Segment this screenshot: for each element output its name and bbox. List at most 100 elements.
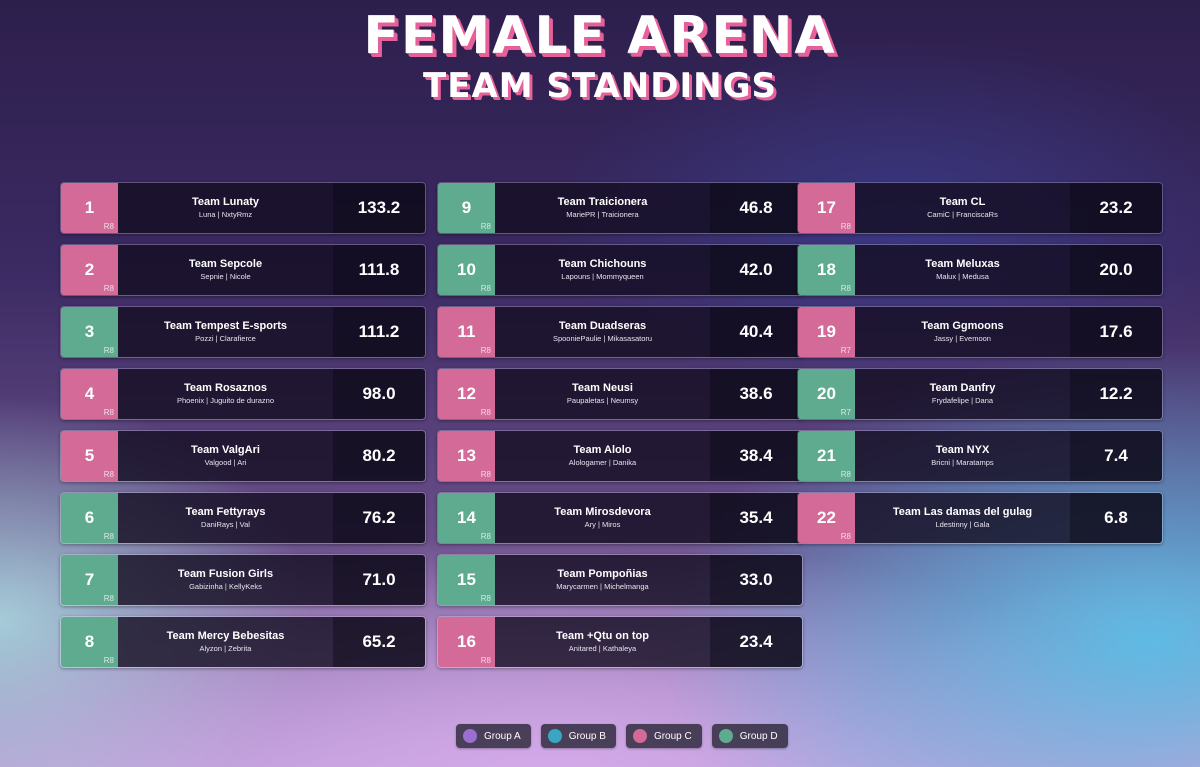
team-card: 17 R8 Team CL CamiC | FranciscaRs 23.2 bbox=[797, 182, 1163, 234]
rank-badge: 17 R8 bbox=[798, 183, 855, 233]
round-tag: R8 bbox=[840, 284, 851, 293]
team-name: Team Sepcole bbox=[188, 258, 263, 270]
team-info: Team Lunaty Luna | NxtyRmz bbox=[118, 183, 333, 233]
team-card: 22 R8 Team Las damas del gulag Ldestinny | … bbox=[797, 492, 1163, 544]
team-info: Team Mirosdevora Ary | Miros bbox=[495, 493, 710, 543]
team-card: 15 R8 Team Pompoñias Marycarmen | Michelman… bbox=[437, 554, 803, 606]
team-card: 7 R8 Team Fusion Girls Gabizinha | KellyKek… bbox=[60, 554, 426, 606]
team-info: Team Neusi Paupaletas | Neumsy bbox=[495, 369, 710, 419]
team-name: Team Mirosdevora bbox=[554, 506, 651, 518]
round-tag: R8 bbox=[103, 594, 114, 603]
group-color-dot-icon bbox=[632, 729, 647, 743]
rank-number: 15 bbox=[457, 570, 476, 589]
header: FEMALE ARENA TEAM STANDINGS bbox=[0, 6, 1200, 106]
round-tag: R8 bbox=[103, 470, 114, 479]
team-info: Team Meluxas Malux | Medusa bbox=[855, 245, 1070, 295]
team-name: Team Fettyrays bbox=[185, 506, 266, 518]
team-points: 20.0 bbox=[1070, 245, 1162, 295]
team-name: Team Fusion Girls bbox=[177, 568, 274, 580]
team-members: Luna | NxtyRmz bbox=[198, 210, 253, 219]
team-members: Gabizinha | KellyKeks bbox=[189, 582, 262, 591]
team-name: Team CL bbox=[939, 196, 986, 208]
team-points: 98.0 bbox=[333, 369, 425, 419]
rank-badge: 12 R8 bbox=[438, 369, 495, 419]
team-info: Team Tempest E-sports Pozzi | Clarafierce bbox=[118, 307, 333, 357]
team-members: Malux | Medusa bbox=[936, 272, 989, 281]
standings-column-3: 17 R8 Team CL CamiC | FranciscaRs 23.2 18 R8 Te… bbox=[797, 182, 1163, 554]
team-points: 6.8 bbox=[1070, 493, 1162, 543]
team-points: 33.0 bbox=[710, 555, 802, 605]
team-card: 6 R8 Team Fettyrays DaniRays | Val 76.2 bbox=[60, 492, 426, 544]
rank-number: 7 bbox=[84, 570, 95, 589]
team-card: 9 R8 Team Traicionera MariePR | Traicionera… bbox=[437, 182, 803, 234]
team-members: Anitared | Kathaleya bbox=[568, 644, 637, 653]
team-name: Team +Qtu on top bbox=[556, 630, 649, 642]
rank-number: 1 bbox=[84, 198, 95, 217]
team-info: Team CL CamiC | FranciscaRs bbox=[855, 183, 1070, 233]
team-card: 4 R8 Team Rosaznos Phoenix | Juguito de dur… bbox=[60, 368, 426, 420]
team-info: Team +Qtu on top Anitared | Kathaleya bbox=[495, 617, 710, 667]
team-members: Lapouns | Mommyqueen bbox=[561, 272, 644, 281]
legend-item: Group B bbox=[540, 724, 616, 748]
team-name: Team Neusi bbox=[572, 382, 633, 394]
team-card: 5 R8 Team ValgAri Valgood | Ari 80.2 bbox=[60, 430, 426, 482]
rank-number: 6 bbox=[84, 508, 95, 527]
team-info: Team Duadseras SpooniePaulie | Mikasasato… bbox=[495, 307, 710, 357]
team-info: Team NYX Bricni | Maratamps bbox=[855, 431, 1070, 481]
rank-badge: 11 R8 bbox=[438, 307, 495, 357]
rank-badge: 8 R8 bbox=[61, 617, 118, 667]
rank-badge: 4 R8 bbox=[61, 369, 118, 419]
rank-badge: 13 R8 bbox=[438, 431, 495, 481]
team-card: 19 R7 Team Ggmoons Jassy | Evemoon 17.6 bbox=[797, 306, 1163, 358]
round-tag: R8 bbox=[103, 222, 114, 231]
team-info: Team Traicionera MariePR | Traicionera bbox=[495, 183, 710, 233]
team-members: MariePR | Traicionera bbox=[566, 210, 639, 219]
page-title: FEMALE ARENA bbox=[363, 6, 837, 66]
team-info: Team Ggmoons Jassy | Evemoon bbox=[855, 307, 1070, 357]
team-members: Ldestinny | Gala bbox=[935, 520, 990, 529]
team-name: Team Mercy Bebesitas bbox=[166, 630, 285, 642]
team-members: SpooniePaulie | Mikasasatoru bbox=[552, 334, 653, 343]
team-card: 13 R8 Team Alolo Alologamer | Danika 38.4 bbox=[437, 430, 803, 482]
team-card: 16 R8 Team +Qtu on top Anitared | Kathaleya… bbox=[437, 616, 803, 668]
team-name: Team Las damas del gulag bbox=[892, 506, 1033, 518]
round-tag: R8 bbox=[840, 470, 851, 479]
team-name: Team Lunaty bbox=[191, 196, 260, 208]
legend-label: Group D bbox=[739, 730, 778, 742]
rank-number: 11 bbox=[457, 322, 476, 341]
team-info: Team Pompoñias Marycarmen | Michelmanga bbox=[495, 555, 710, 605]
team-points: 76.2 bbox=[333, 493, 425, 543]
team-card: 18 R8 Team Meluxas Malux | Medusa 20.0 bbox=[797, 244, 1163, 296]
team-members: DaniRays | Val bbox=[201, 520, 250, 529]
rank-number: 16 bbox=[457, 632, 476, 651]
team-name: Team Ggmoons bbox=[921, 320, 1004, 332]
team-card: 21 R8 Team NYX Bricni | Maratamps 7.4 bbox=[797, 430, 1163, 482]
rank-badge: 2 R8 bbox=[61, 245, 118, 295]
round-tag: R8 bbox=[103, 284, 114, 293]
team-info: Team Rosaznos Phoenix | Juguito de durazn… bbox=[118, 369, 333, 419]
team-members: Pozzi | Clarafierce bbox=[195, 334, 256, 343]
team-members: Phoenix | Juguito de durazno bbox=[176, 396, 275, 405]
team-card: 14 R8 Team Mirosdevora Ary | Miros 35.4 bbox=[437, 492, 803, 544]
team-name: Team Meluxas bbox=[925, 258, 1000, 270]
team-points: 23.2 bbox=[1070, 183, 1162, 233]
rank-badge: 16 R8 bbox=[438, 617, 495, 667]
round-tag: R8 bbox=[103, 346, 114, 355]
team-info: Team Las damas del gulag Ldestinny | Gala bbox=[855, 493, 1070, 543]
rank-number: 17 bbox=[817, 198, 836, 217]
team-name: Team NYX bbox=[935, 444, 990, 456]
round-tag: R8 bbox=[480, 532, 491, 541]
rank-badge: 19 R7 bbox=[798, 307, 855, 357]
team-members: Sepnie | Nicole bbox=[200, 272, 251, 281]
round-tag: R7 bbox=[840, 346, 851, 355]
rank-badge: 15 R8 bbox=[438, 555, 495, 605]
team-members: Alyzon | Zebrita bbox=[199, 644, 252, 653]
rank-number: 21 bbox=[817, 446, 836, 465]
rank-number: 5 bbox=[84, 446, 95, 465]
rank-number: 18 bbox=[817, 260, 836, 279]
team-points: 42.0 bbox=[710, 245, 802, 295]
team-points: 38.6 bbox=[710, 369, 802, 419]
rank-badge: 1 R8 bbox=[61, 183, 118, 233]
team-points: 71.0 bbox=[333, 555, 425, 605]
team-card: 3 R8 Team Tempest E-sports Pozzi | Clarafie… bbox=[60, 306, 426, 358]
